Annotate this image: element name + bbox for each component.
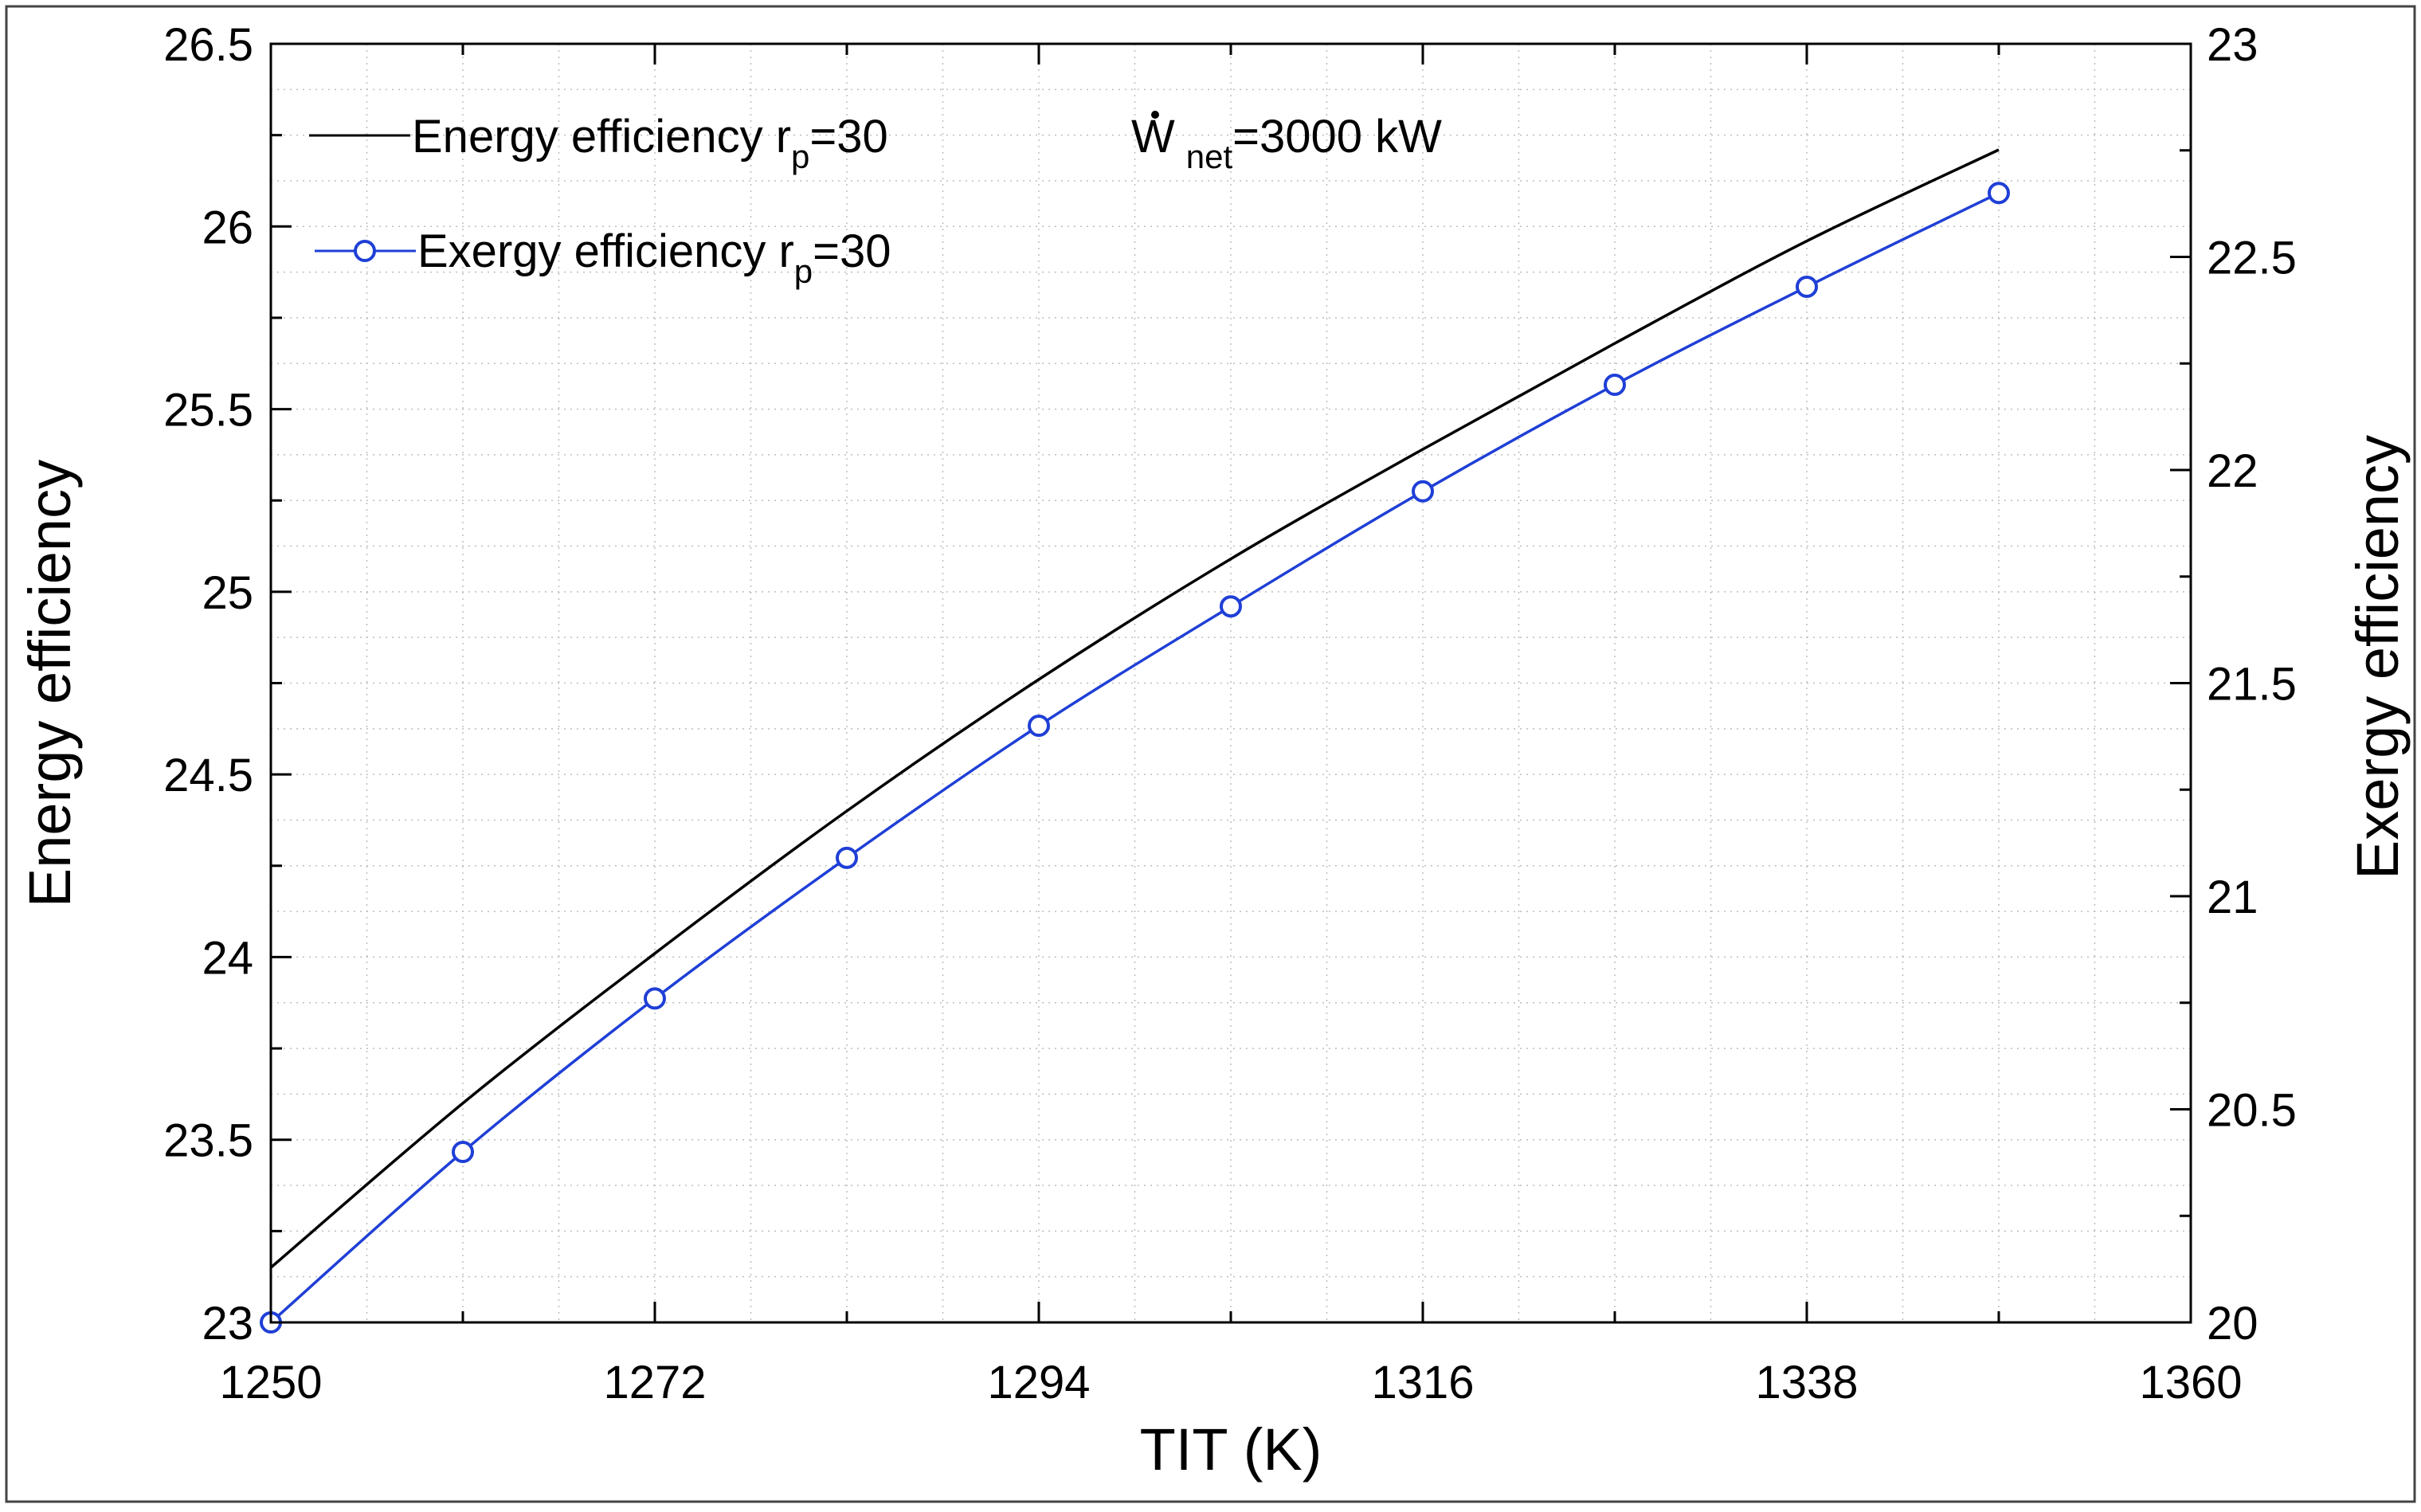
legend-label-exergy: Exergy efficiency rp=30 xyxy=(417,225,891,290)
legend-energy-name: Energy efficiency r xyxy=(412,111,791,163)
annotation-value: =3000 kW xyxy=(1232,111,1442,163)
x-tick-label: 1294 xyxy=(987,1357,1090,1408)
plot-area-border xyxy=(269,42,2192,1324)
data-point-exergy xyxy=(836,846,858,869)
y-left-tick-label: 23 xyxy=(202,1298,253,1349)
legend-exergy-subscript: p xyxy=(794,253,813,290)
x-tick-label: 1250 xyxy=(219,1357,322,1408)
series-layer xyxy=(260,148,2010,1334)
data-point-exergy xyxy=(1028,715,1050,737)
annotation-dot xyxy=(1151,111,1159,119)
x-tick-label: 1338 xyxy=(1755,1357,1858,1408)
y-right-tick-label: 21.5 xyxy=(2207,659,2297,711)
legend-exergy-suffix: =30 xyxy=(813,225,891,277)
data-point-exergy xyxy=(452,1141,474,1163)
y-axis-label-left: Energy efficiency xyxy=(17,460,83,907)
legend-exergy-name: Exergy efficiency r xyxy=(417,225,794,277)
y-left-tick-label: 23.5 xyxy=(163,1115,253,1167)
x-tick-label: 1272 xyxy=(603,1357,706,1408)
data-point-exergy xyxy=(1412,480,1434,503)
legend-energy-subscript: p xyxy=(791,138,809,175)
legend-marker-exergy xyxy=(354,240,376,262)
y-right-tick-label: 22.5 xyxy=(2207,233,2297,284)
legend: Energy efficiency rp=30 Exergy efficienc… xyxy=(309,111,891,290)
y-left-tick-label: 26 xyxy=(202,202,253,253)
data-point-exergy xyxy=(1988,182,2010,205)
data-point-exergy xyxy=(1220,595,1242,618)
data-point-exergy xyxy=(1604,374,1626,396)
data-point-exergy xyxy=(1796,275,1818,298)
tick-labels: 1250 1272 1294 1316 1338 1360 23 23.5 24 24.5 25 25… xyxy=(163,19,2297,1408)
grid xyxy=(271,44,2191,1322)
y-axis-label-right: Exergy efficiency xyxy=(2345,435,2411,879)
annotation-symbol: W xyxy=(1131,111,1175,163)
y-right-tick-label: 20 xyxy=(2207,1298,2258,1349)
legend-label-energy: Energy efficiency rp=30 xyxy=(412,111,888,175)
y-right-tick-label: 22 xyxy=(2207,445,2258,497)
y-left-tick-label: 24 xyxy=(202,932,253,984)
y-left-tick-label: 25 xyxy=(202,567,253,619)
y-right-tick-label: 21 xyxy=(2207,872,2258,923)
y-right-tick-label: 23 xyxy=(2207,19,2258,71)
chart-frame xyxy=(5,5,2416,1503)
x-tick-label: 1360 xyxy=(2139,1357,2242,1408)
x-tick-label: 1316 xyxy=(1371,1357,1474,1408)
series-line-energy xyxy=(269,148,2000,1269)
y-left-tick-label: 25.5 xyxy=(163,385,253,437)
y-left-tick-label: 24.5 xyxy=(163,750,253,801)
y-right-tick-label: 20.5 xyxy=(2207,1085,2297,1137)
y-left-tick-label: 26.5 xyxy=(163,19,253,71)
annotation-subscript: net xyxy=(1186,138,1233,175)
data-point-exergy xyxy=(644,987,666,1010)
x-axis-label: TIT (K) xyxy=(1140,1416,1322,1483)
legend-energy-suffix: =30 xyxy=(809,111,887,163)
series-line-exergy xyxy=(269,191,2000,1324)
